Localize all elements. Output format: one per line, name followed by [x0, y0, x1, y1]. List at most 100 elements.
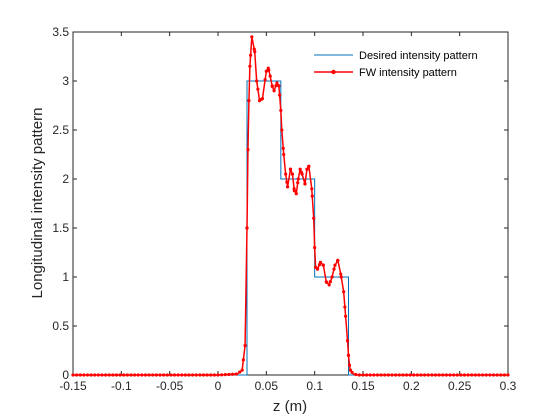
series-point-fw	[151, 373, 155, 377]
series-point-fw	[286, 185, 290, 189]
series-point-fw	[499, 373, 503, 377]
series-point-fw	[318, 260, 323, 264]
series-point-fw	[466, 373, 470, 377]
series-point-fw	[298, 167, 302, 171]
series-point-fw	[339, 275, 343, 279]
series-point-fw	[383, 373, 387, 377]
series-point-fw	[426, 373, 430, 377]
series-point-fw	[379, 373, 383, 377]
series-point-fw	[162, 373, 166, 377]
series-point-fw	[212, 373, 216, 377]
series-point-fw	[296, 177, 300, 181]
series-point-fw	[412, 373, 416, 377]
legend-marker-fw	[331, 69, 336, 75]
legend: Desired intensity pattern FW intensity p…	[308, 44, 500, 84]
series-point-fw	[375, 373, 380, 377]
series-point-fw	[272, 89, 276, 93]
x-tick-label: -0.05	[156, 379, 184, 393]
series-point-fw	[470, 373, 474, 377]
series-point-fw	[129, 373, 133, 377]
series-point-fw	[281, 146, 285, 150]
series-point-fw	[330, 275, 334, 279]
series-point-fw	[165, 373, 169, 377]
series-point-fw	[441, 373, 445, 377]
y-tick-label: 2	[62, 172, 69, 186]
series-point-fw	[303, 182, 307, 186]
series-point-fw	[75, 373, 79, 377]
series-point-fw	[290, 172, 295, 176]
series-point-fw	[423, 373, 427, 377]
series-point-fw	[354, 372, 358, 377]
series-point-fw	[305, 167, 309, 171]
series-point-fw	[205, 373, 209, 377]
series-point-fw	[270, 84, 274, 88]
series-point-fw	[284, 172, 288, 176]
x-tick-label: 0.2	[403, 379, 420, 393]
y-tick-label: 2.5	[52, 123, 69, 137]
series-point-fw	[169, 373, 173, 377]
series-point-fw	[125, 373, 129, 377]
series-point-fw	[285, 180, 289, 184]
series-point-fw	[292, 189, 296, 193]
series-point-fw	[114, 373, 119, 377]
series-point-fw	[313, 246, 317, 250]
x-tick-label: 0	[215, 379, 222, 393]
series-point-fw	[255, 79, 259, 83]
series-point-fw	[250, 35, 254, 39]
series-point-fw	[241, 358, 245, 362]
series-point-fw	[266, 66, 270, 70]
series-point-fw	[154, 373, 158, 377]
series-point-fw	[365, 373, 369, 377]
x-tick-label: -0.1	[111, 379, 132, 393]
series-point-fw	[238, 370, 242, 374]
series-point-fw	[240, 368, 244, 372]
series-point-fw	[216, 373, 220, 377]
series-point-fw	[408, 373, 412, 377]
series-point-fw	[433, 373, 438, 377]
series-point-fw	[372, 373, 376, 377]
series-point-fw	[419, 373, 423, 377]
series-point-fw	[264, 69, 268, 73]
x-tick-label: -0.15	[59, 379, 87, 393]
series-point-fw	[275, 81, 279, 85]
series-point-fw	[397, 373, 401, 377]
series-point-fw	[350, 370, 354, 374]
y-axis-label: Longitudinal intensity pattern	[29, 108, 46, 299]
series-point-fw	[243, 344, 247, 348]
series-point-fw	[209, 373, 213, 377]
series-point-fw	[111, 373, 115, 377]
series-point-fw	[294, 192, 298, 196]
series-point-fw	[339, 272, 343, 276]
series-point-fw	[336, 258, 340, 262]
series-point-fw	[310, 187, 314, 191]
series-point-fw	[394, 373, 398, 377]
y-tick-label: 3.5	[52, 25, 69, 39]
series-point-fw	[198, 373, 202, 377]
series-point-fw	[312, 216, 316, 220]
series-point-fw	[100, 373, 104, 377]
series-point-fw	[147, 373, 151, 377]
series-point-fw	[484, 373, 488, 377]
series-point-fw	[274, 83, 278, 88]
series-point-fw	[245, 226, 249, 230]
x-tick-label: 0.05	[255, 379, 279, 393]
series-point-fw	[256, 87, 260, 91]
series-point-fw	[506, 373, 510, 377]
series-point-fw	[282, 152, 286, 157]
series-point-fw	[491, 373, 496, 377]
series-point-fw	[333, 263, 337, 267]
series-point-fw	[187, 373, 191, 377]
series-point-fw	[343, 305, 347, 309]
x-tick-label: 0.3	[500, 379, 517, 393]
series-point-fw	[172, 373, 177, 377]
series-point-fw	[481, 373, 485, 377]
y-tick-label: 0	[62, 368, 69, 382]
series-point-fw	[314, 265, 318, 269]
series-point-fw	[328, 279, 332, 284]
series-point-fw	[279, 108, 283, 112]
series-point-fw	[104, 373, 108, 377]
series-point-fw	[324, 280, 328, 284]
series-point-fw	[361, 373, 365, 377]
series-point-fw	[415, 373, 419, 377]
